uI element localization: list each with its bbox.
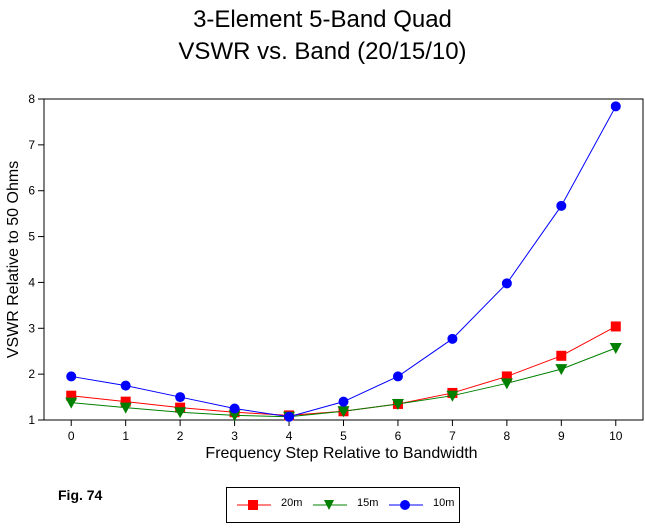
x-tick-label-8: 8 [504,429,511,443]
x-tick-label-7: 7 [449,429,456,443]
point-15m-0 [65,397,78,409]
point-10m-10 [610,101,621,112]
legend-item-20m: 20m [233,488,303,522]
x-tick-label-10: 10 [609,429,623,443]
x-axis-label: Frequency Step Relative to Bandwidth [205,445,477,462]
point-10m-5 [338,396,349,407]
point-10m-2 [175,392,186,403]
legend-swatch-15m [313,500,347,510]
y-axis-label: VSWR Relative to 50 Ohms [5,161,22,358]
y-tick-label-5: 6 [28,184,35,198]
y-tick-label-4: 5 [28,230,35,244]
point-15m-7 [446,390,459,402]
point-20m-9 [556,350,567,361]
y-tick-label-2: 3 [28,321,35,335]
point-15m-2 [174,407,187,419]
vswr-line-chart: 0 1 2 3 4 5 6 7 8 9 10 1 2 3 4 5 6 7 8 Frequency Step Relat… [5,92,644,462]
point-15m-1 [119,402,132,414]
legend-label-20m: 20m [281,497,303,509]
figure-label: Fig. 74 [58,487,103,503]
point-10m-9 [556,200,567,211]
chart-subtitle: VSWR vs. Band (20/15/10) [178,38,467,65]
point-10m-0 [66,371,77,382]
y-tick-label-0: 1 [28,413,35,427]
legend-swatch-20m [237,500,271,510]
legend-label-10m: 10m [433,497,455,509]
chart-title: 3-Element 5-Band Quad [193,6,452,33]
point-20m-1 [120,396,131,407]
x-tick-label-2: 2 [177,429,184,443]
x-tick-label-1: 1 [122,429,129,443]
point-10m-3 [229,403,240,414]
chart-legend: 20m 15m 10m [226,487,460,523]
x-tick-label-5: 5 [340,429,347,443]
point-20m-10 [610,321,621,332]
point-15m-10 [609,343,622,355]
point-10m-4 [284,411,295,422]
point-15m-6 [391,398,404,410]
plot-area-frame [43,98,644,421]
y-tick-label-3: 4 [28,275,35,289]
point-15m-8 [500,378,513,390]
x-tick-label-4: 4 [286,429,293,443]
point-20m-0 [66,390,77,401]
y-tick-label-6: 7 [28,138,35,152]
x-tick-label-0: 0 [68,429,75,443]
y-tick-label-1: 2 [28,367,35,381]
series-line-10m [71,106,617,418]
x-tick-label-3: 3 [231,429,238,443]
point-15m-3 [228,410,241,422]
x-tick-label-9: 9 [558,429,565,443]
point-15m-9 [555,364,568,376]
x-tick-label-6: 6 [395,429,402,443]
legend-item-15m: 15m [309,488,379,522]
legend-swatch-10m [389,500,423,510]
y-tick-label-7: 8 [28,92,35,106]
point-20m-8 [501,371,512,382]
point-10m-8 [501,278,512,289]
legend-item-10m: 10m [385,488,455,522]
point-10m-6 [392,371,403,382]
point-15m-5 [337,406,350,418]
point-10m-1 [120,380,131,391]
point-10m-7 [447,333,458,344]
legend-label-15m: 15m [357,497,379,509]
